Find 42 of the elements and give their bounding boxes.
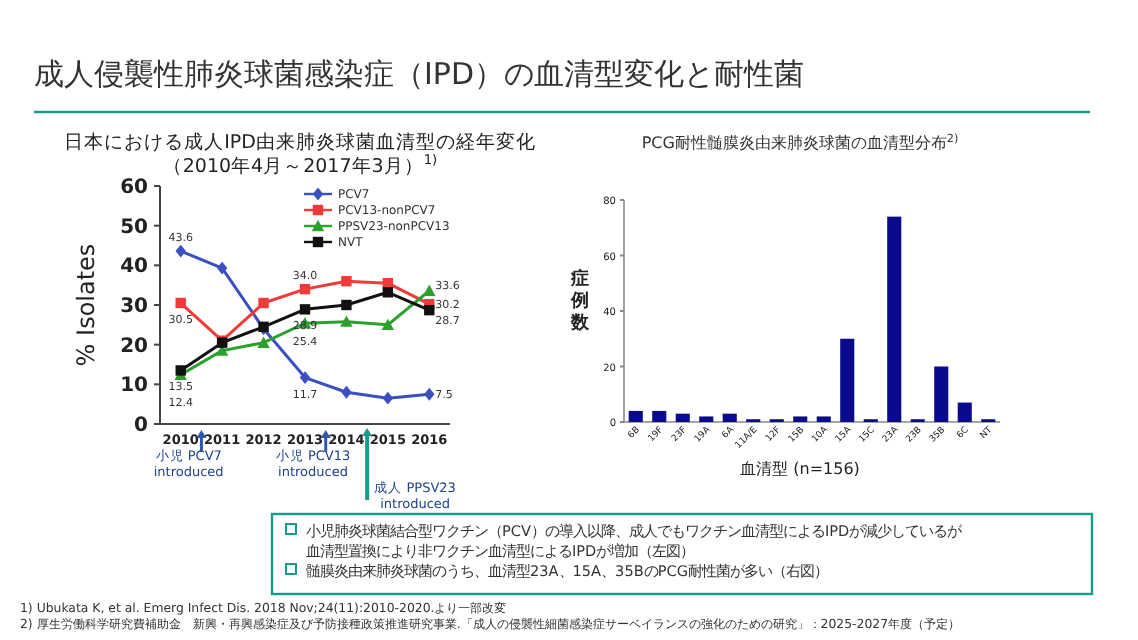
point (382, 287, 394, 298)
bar (793, 416, 808, 422)
chart-title: 日本における成人IPD由来肺炎球菌血清型の経年変化（2010年4月～2017年3月）$^{1)}$ (64, 130, 536, 178)
point (175, 297, 186, 309)
point (216, 261, 228, 275)
y-tick-label: 10 (120, 375, 149, 398)
point (341, 276, 352, 287)
point (341, 299, 352, 311)
y-axis-title: % Isolates (72, 243, 100, 367)
y-tick-label: 50 (120, 216, 149, 239)
y-tick-label: 30 (120, 296, 149, 318)
point (299, 371, 311, 384)
point (382, 391, 394, 405)
point (299, 283, 311, 295)
bar (840, 338, 855, 422)
y-tick-label: 0 (134, 415, 149, 437)
point (341, 385, 352, 399)
bar (887, 216, 902, 422)
bar (699, 416, 714, 422)
y-tick-label: 20 (120, 335, 149, 358)
bar (722, 413, 737, 422)
bar (934, 366, 949, 422)
bar (816, 416, 831, 422)
point (299, 304, 311, 315)
x-axis-title: 血清型 (n=156) (740, 460, 860, 478)
text: 成人侵襲性肺炎球菌感染症（IPD）の血清型変化と耐性菌 (34, 56, 805, 92)
bar (675, 413, 690, 422)
y-tick-label: 40 (120, 256, 149, 279)
bar (652, 410, 667, 422)
bar (957, 402, 972, 422)
point (424, 387, 435, 401)
point (257, 336, 270, 348)
y-tick-label: 60 (120, 177, 149, 199)
point (175, 244, 186, 258)
chart-title: PCG耐性髄膜炎由来肺炎球菌の血清型分布$^{2)}$ (641, 132, 959, 152)
y-axis-title: 症例数 (569, 268, 591, 334)
point (340, 315, 353, 327)
point (381, 318, 395, 331)
point (424, 304, 435, 316)
bar (628, 410, 643, 422)
point (423, 284, 436, 296)
point (258, 297, 269, 309)
